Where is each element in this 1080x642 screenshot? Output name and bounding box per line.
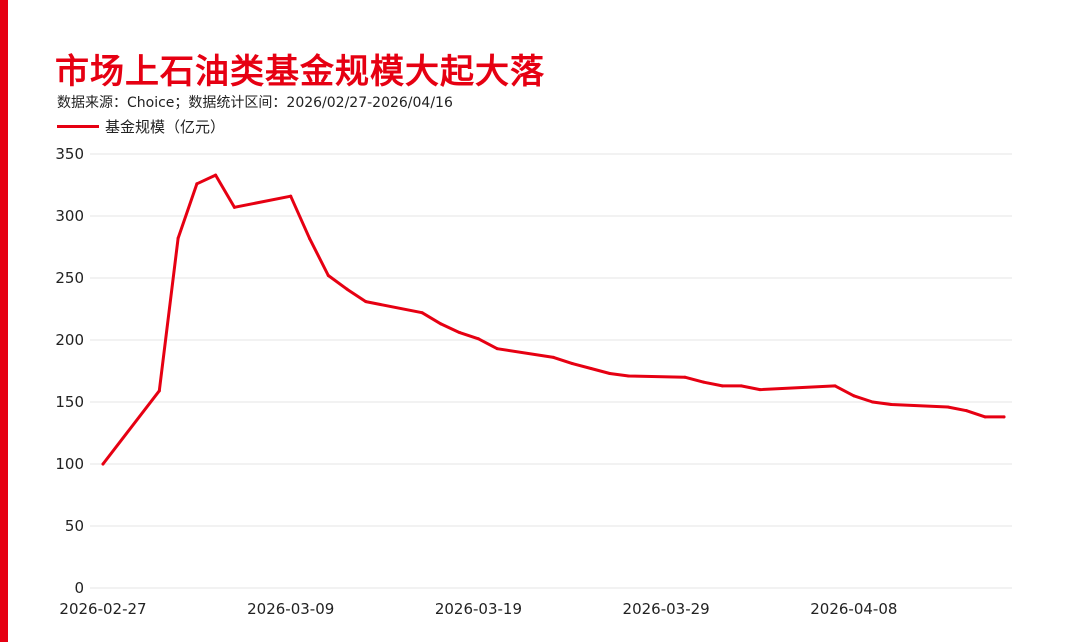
data-point (1002, 415, 1006, 419)
data-point (739, 384, 743, 388)
data-point (195, 182, 199, 186)
data-point (589, 367, 593, 371)
data-point (871, 400, 875, 404)
data-point (852, 394, 856, 398)
data-source-note: 数据来源：Choice；数据统计区间：2026/02/27-2026/04/16 (57, 95, 453, 111)
x-tick-label: 2026-02-27 (59, 600, 146, 618)
series-line (101, 173, 1006, 466)
y-tick-label: 0 (74, 579, 84, 597)
data-point (946, 405, 950, 409)
x-tick-label: 2026-03-29 (623, 600, 710, 618)
x-tick-label: 2026-03-19 (435, 600, 522, 618)
y-tick-label: 250 (55, 269, 84, 287)
data-point (964, 409, 968, 413)
data-point (627, 374, 631, 378)
data-point (683, 375, 687, 379)
y-tick-label: 100 (55, 455, 84, 473)
legend: 基金规模（亿元） (57, 116, 225, 136)
accent-bar (0, 0, 8, 642)
data-point (420, 311, 424, 315)
data-point (307, 236, 311, 240)
data-point (458, 331, 462, 335)
data-point (889, 402, 893, 406)
data-point (214, 173, 218, 177)
data-point (289, 194, 293, 198)
y-tick-label: 150 (55, 393, 84, 411)
chart-title: 市场上石油类基金规模大起大落 (55, 52, 545, 92)
data-point (608, 371, 612, 375)
data-point (833, 384, 837, 388)
data-point (101, 462, 105, 466)
data-point (439, 322, 443, 326)
y-tick-label: 50 (65, 517, 84, 535)
y-tick-label: 300 (55, 207, 84, 225)
data-point (758, 388, 762, 392)
data-point (326, 274, 330, 278)
x-tick-label: 2026-03-09 (247, 600, 334, 618)
data-point (345, 287, 349, 291)
data-point (476, 337, 480, 341)
legend-line-swatch (57, 124, 99, 128)
data-point (720, 384, 724, 388)
y-tick-label: 200 (55, 331, 84, 349)
data-point (702, 380, 706, 384)
data-point (495, 347, 499, 351)
data-point (232, 205, 236, 209)
legend-label: 基金规模（亿元） (105, 117, 226, 136)
data-point (983, 415, 987, 419)
y-tick-label: 350 (55, 145, 84, 163)
data-point (157, 389, 161, 393)
data-point (552, 355, 555, 359)
x-tick-label: 2026-04-08 (810, 600, 897, 618)
data-point (176, 236, 180, 240)
data-point (570, 362, 574, 366)
data-point (364, 300, 368, 304)
